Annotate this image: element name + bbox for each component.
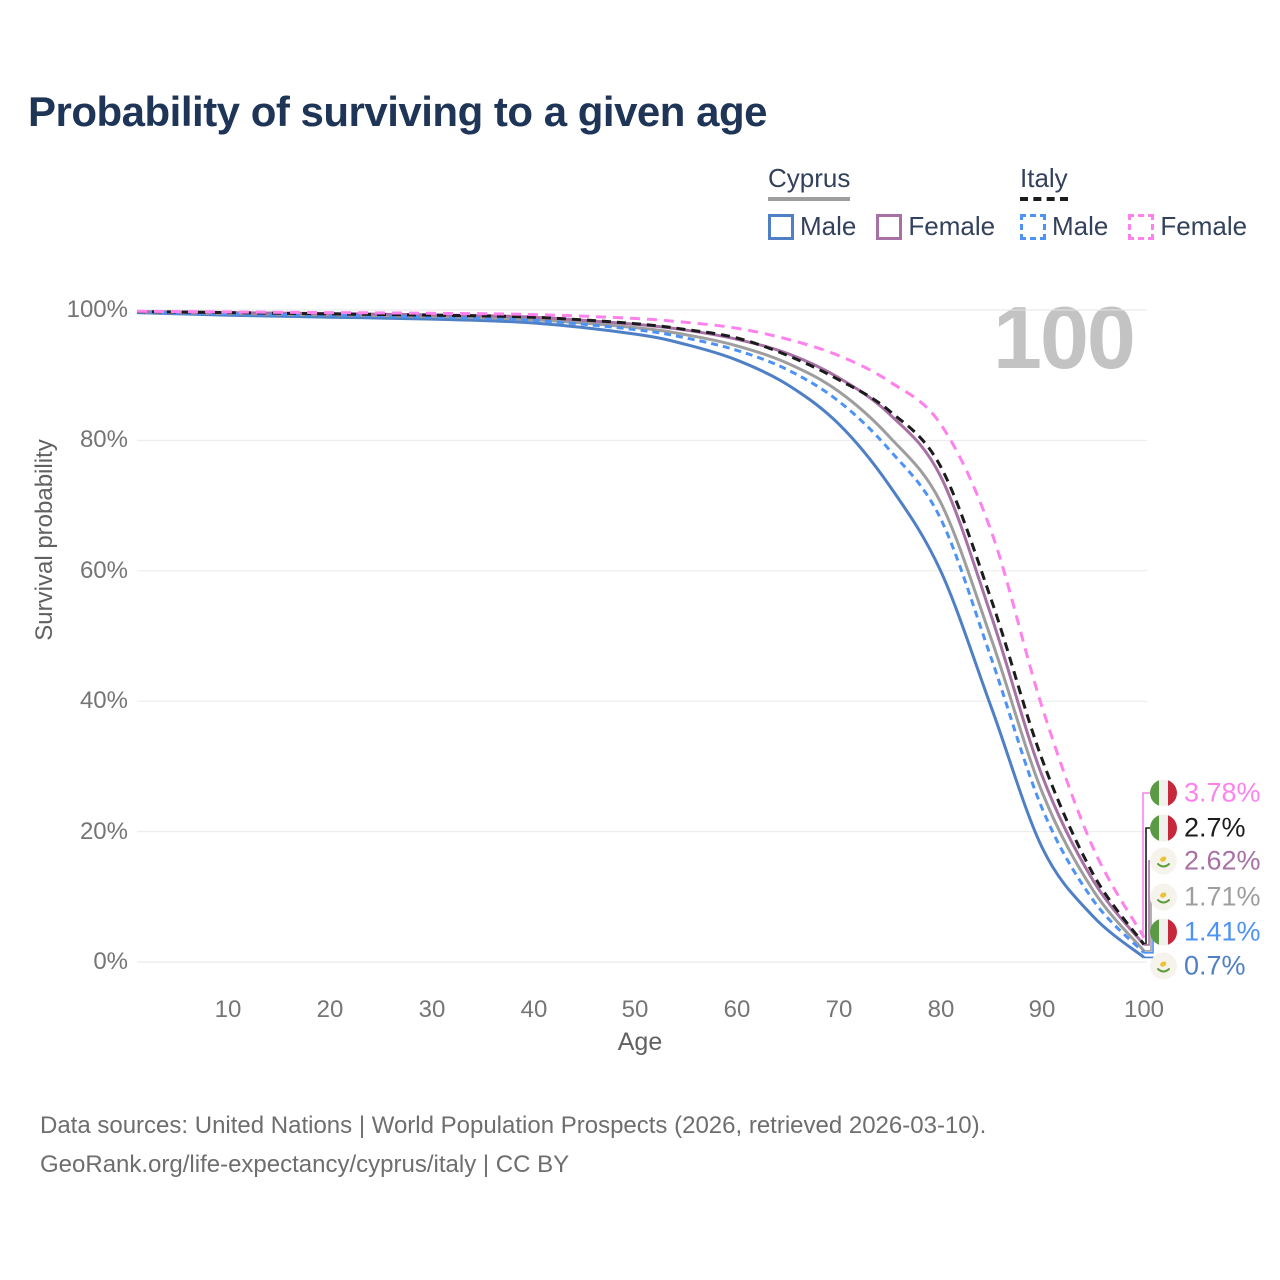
legend-group-cyprus: Cyprus Male Female <box>768 163 995 242</box>
x-tick: 40 <box>520 996 548 1023</box>
end-label-value: 1.71% <box>1184 881 1261 912</box>
end-label-cyprus-all: 1.71% <box>1150 882 1261 913</box>
x-tick: 80 <box>927 996 955 1023</box>
data-source-line: Data sources: United Nations | World Pop… <box>40 1112 987 1139</box>
legend-item-italy-female[interactable]: Female <box>1128 211 1247 242</box>
end-label-italy-male: 1.41% <box>1150 917 1261 948</box>
curve-italy_all <box>136 310 1146 946</box>
y-tick: 0% <box>93 948 128 975</box>
legend-item-cyprus-female[interactable]: Female <box>876 211 995 242</box>
curve-cyprus_all <box>136 310 1146 952</box>
x-tick: 70 <box>825 996 853 1023</box>
y-axis-title: Survival probability <box>31 439 58 641</box>
x-tick: 10 <box>214 996 242 1023</box>
y-tick: 100% <box>66 296 128 323</box>
legend-item-label: Male <box>1052 211 1109 241</box>
italy-flag-icon <box>1150 918 1177 946</box>
legend-item-label: Female <box>908 211 996 241</box>
x-tick: 60 <box>723 996 751 1023</box>
survival-chart <box>136 309 1156 967</box>
cyprus-flag-icon <box>1150 847 1177 875</box>
end-label-italy-all: 2.7% <box>1150 813 1246 844</box>
x-axis-title: Age <box>617 1028 663 1056</box>
legend-item-cyprus-male[interactable]: Male <box>768 211 856 242</box>
cyprus-flag-icon <box>1150 883 1177 911</box>
x-tick: 90 <box>1028 996 1056 1023</box>
end-label-value: 0.7% <box>1184 950 1246 981</box>
cyprus-female-swatch-icon <box>876 213 903 240</box>
page-title: Probability of surviving to a given age <box>28 88 767 135</box>
cyprus-male-swatch-icon <box>768 213 794 240</box>
y-tick: 20% <box>79 818 128 845</box>
end-label-value: 1.41% <box>1184 916 1261 947</box>
legend-group-italy: Italy Male Female <box>1020 163 1247 242</box>
watermark-age-100: 100 <box>993 288 1136 387</box>
x-tick: 100 <box>1123 996 1165 1023</box>
gridlines <box>137 309 1147 963</box>
x-tick: 50 <box>621 996 649 1023</box>
y-tick: 60% <box>79 557 128 584</box>
y-tick: 40% <box>79 687 128 714</box>
legend-header-italy[interactable]: Italy <box>1020 163 1068 201</box>
italy-flag-icon <box>1150 814 1177 842</box>
footer: Data sources: United Nations | World Pop… <box>40 1106 986 1184</box>
end-label-cyprus-female: 2.62% <box>1150 846 1261 877</box>
end-label-value: 3.78% <box>1184 777 1261 808</box>
legend-item-label: Male <box>800 211 857 241</box>
end-label-cyprus-male: 0.7% <box>1150 951 1246 982</box>
italy-flag-icon <box>1150 779 1177 807</box>
curve-italy_male <box>136 310 1146 954</box>
curve-cyprus_female <box>136 310 1146 946</box>
legend-header-cyprus[interactable]: Cyprus <box>768 163 851 201</box>
cyprus-flag-icon <box>1150 952 1177 980</box>
italy-male-swatch-icon <box>1020 213 1046 240</box>
x-tick: 30 <box>418 996 446 1023</box>
legend-item-label: Female <box>1160 211 1248 241</box>
end-label-value: 2.62% <box>1184 845 1261 876</box>
end-label-value: 2.7% <box>1184 812 1246 843</box>
attribution-line: GeoRank.org/life-expectancy/cyprus/italy… <box>40 1151 570 1178</box>
connector-cyprus_female <box>1144 860 1150 946</box>
connector-italy_female <box>1142 792 1150 939</box>
y-tick: 80% <box>79 426 128 453</box>
curve-cyprus_male <box>136 311 1145 959</box>
x-tick: 20 <box>316 996 344 1023</box>
legend-item-italy-male[interactable]: Male <box>1020 211 1108 242</box>
italy-female-swatch-icon <box>1128 213 1155 240</box>
end-label-italy-female: 3.78% <box>1150 778 1261 809</box>
survival-curves <box>136 309 1146 959</box>
